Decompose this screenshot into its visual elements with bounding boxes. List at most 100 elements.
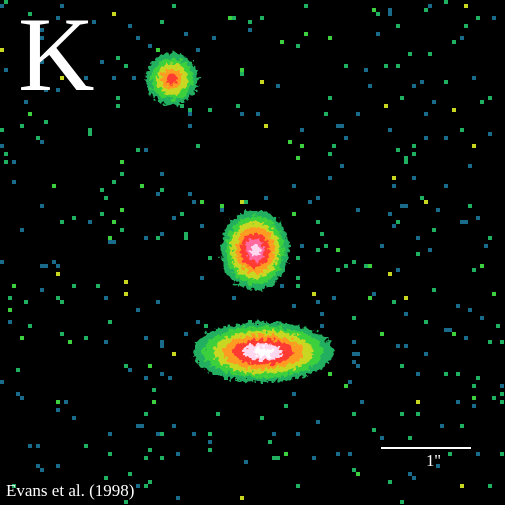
noise-pixel: [4, 160, 8, 164]
noise-pixel: [312, 292, 316, 296]
noise-pixel: [424, 112, 428, 116]
noise-pixel: [152, 400, 156, 404]
noise-pixel: [332, 296, 336, 300]
noise-pixel: [136, 484, 140, 488]
noise-pixel: [128, 368, 132, 372]
noise-pixel: [452, 332, 456, 336]
noise-pixel: [208, 440, 212, 444]
noise-pixel: [52, 260, 56, 264]
noise-pixel: [364, 264, 368, 268]
noise-pixel: [228, 16, 232, 20]
noise-pixel: [284, 404, 288, 408]
noise-pixel: [384, 104, 388, 108]
noise-pixel: [124, 364, 128, 368]
upper-left-source-contour: [166, 73, 178, 85]
noise-pixel: [28, 324, 32, 328]
noise-pixel: [240, 112, 244, 116]
noise-pixel: [264, 196, 268, 200]
noise-pixel: [464, 336, 468, 340]
noise-pixel: [204, 324, 208, 328]
noise-pixel: [260, 416, 264, 420]
noise-pixel: [40, 28, 44, 32]
noise-pixel: [60, 76, 64, 80]
noise-pixel: [196, 320, 200, 324]
noise-pixel: [476, 452, 480, 456]
noise-pixel: [0, 380, 4, 384]
noise-pixel: [356, 208, 360, 212]
noise-pixel: [20, 124, 24, 128]
noise-pixel: [200, 200, 204, 204]
noise-pixel: [172, 352, 176, 356]
noise-pixel: [316, 196, 320, 200]
noise-pixel: [88, 220, 92, 224]
noise-pixel: [432, 288, 436, 292]
noise-pixel: [144, 336, 148, 340]
noise-pixel: [292, 184, 296, 188]
noise-pixel: [456, 304, 460, 308]
noise-pixel: [276, 84, 280, 88]
noise-pixel: [344, 136, 348, 140]
noise-pixel: [332, 144, 336, 148]
noise-pixel: [356, 364, 360, 368]
noise-pixel: [340, 124, 344, 128]
noise-pixel: [156, 192, 160, 196]
noise-pixel: [144, 148, 148, 152]
noise-pixel: [444, 372, 448, 376]
noise-pixel: [484, 244, 488, 248]
noise-pixel: [268, 440, 272, 444]
noise-pixel: [216, 412, 220, 416]
noise-pixel: [424, 8, 428, 12]
noise-pixel: [336, 124, 340, 128]
noise-pixel: [104, 476, 108, 480]
noise-pixel: [356, 112, 360, 116]
noise-pixel: [160, 372, 164, 376]
noise-pixel: [272, 456, 276, 460]
noise-pixel: [320, 324, 324, 328]
noise-pixel: [180, 212, 184, 216]
noise-pixel: [240, 496, 244, 500]
noise-pixel: [140, 424, 144, 428]
noise-pixel: [344, 64, 348, 68]
noise-pixel: [320, 232, 324, 236]
noise-pixel: [108, 452, 112, 456]
noise-pixel: [416, 236, 420, 240]
noise-pixel: [244, 460, 248, 464]
noise-pixel: [344, 384, 348, 388]
scale-bar-label: 1'': [426, 451, 441, 470]
noise-pixel: [432, 100, 436, 104]
noise-pixel: [20, 336, 24, 340]
noise-pixel: [372, 8, 376, 12]
noise-pixel: [396, 64, 400, 68]
noise-pixel: [56, 88, 60, 92]
noise-pixel: [20, 228, 24, 232]
noise-pixel: [328, 372, 332, 376]
noise-pixel: [0, 48, 4, 52]
noise-pixel: [400, 412, 404, 416]
upper-left-source: [146, 53, 198, 105]
noise-pixel: [388, 212, 392, 216]
noise-pixel: [352, 360, 356, 364]
noise-pixel: [120, 160, 124, 164]
noise-pixel: [160, 172, 164, 176]
noise-pixel: [444, 184, 448, 188]
noise-pixel: [412, 144, 416, 148]
noise-pixel: [156, 300, 160, 304]
noise-pixel: [460, 424, 464, 428]
noise-pixel: [136, 36, 140, 40]
noise-pixel: [488, 96, 492, 100]
noise-pixel: [476, 376, 480, 380]
noise-pixel: [420, 196, 424, 200]
noise-pixel: [68, 340, 72, 344]
noise-pixel: [424, 200, 428, 204]
noise-pixel: [208, 448, 212, 452]
noise-pixel: [428, 52, 432, 56]
noise-pixel: [240, 72, 244, 76]
noise-pixel: [104, 340, 108, 344]
noise-pixel: [188, 112, 192, 116]
noise-pixel: [20, 396, 24, 400]
noise-pixel: [392, 184, 396, 188]
noise-pixel: [112, 240, 116, 244]
noise-pixel: [352, 412, 356, 416]
noise-pixel: [128, 24, 132, 28]
noise-pixel: [396, 344, 400, 348]
